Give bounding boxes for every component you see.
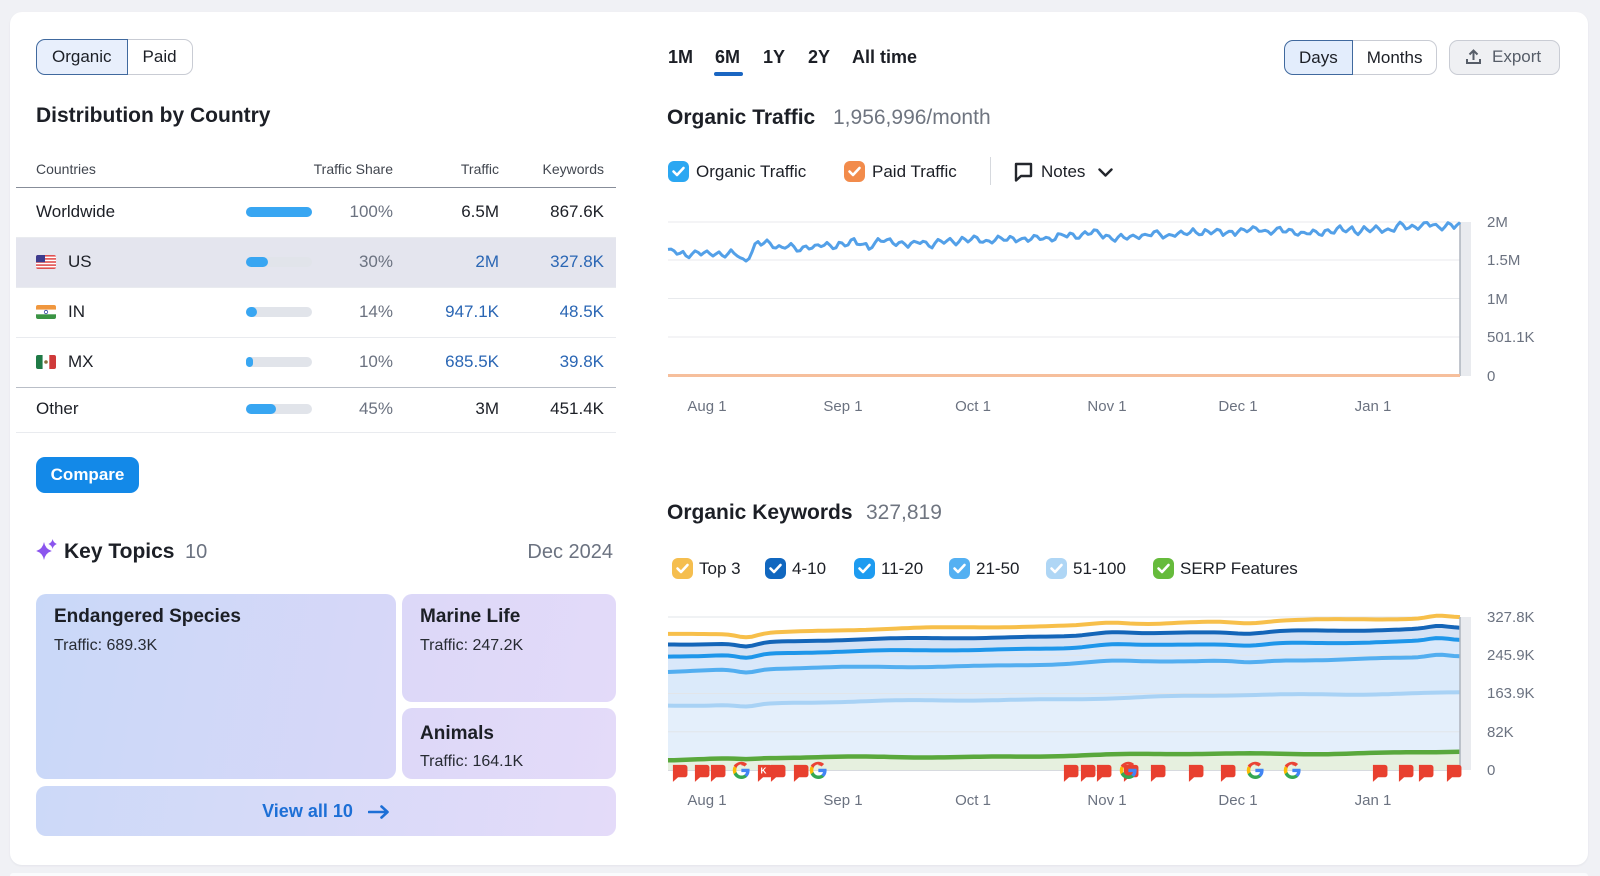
svg-text:K: K [760,767,766,776]
